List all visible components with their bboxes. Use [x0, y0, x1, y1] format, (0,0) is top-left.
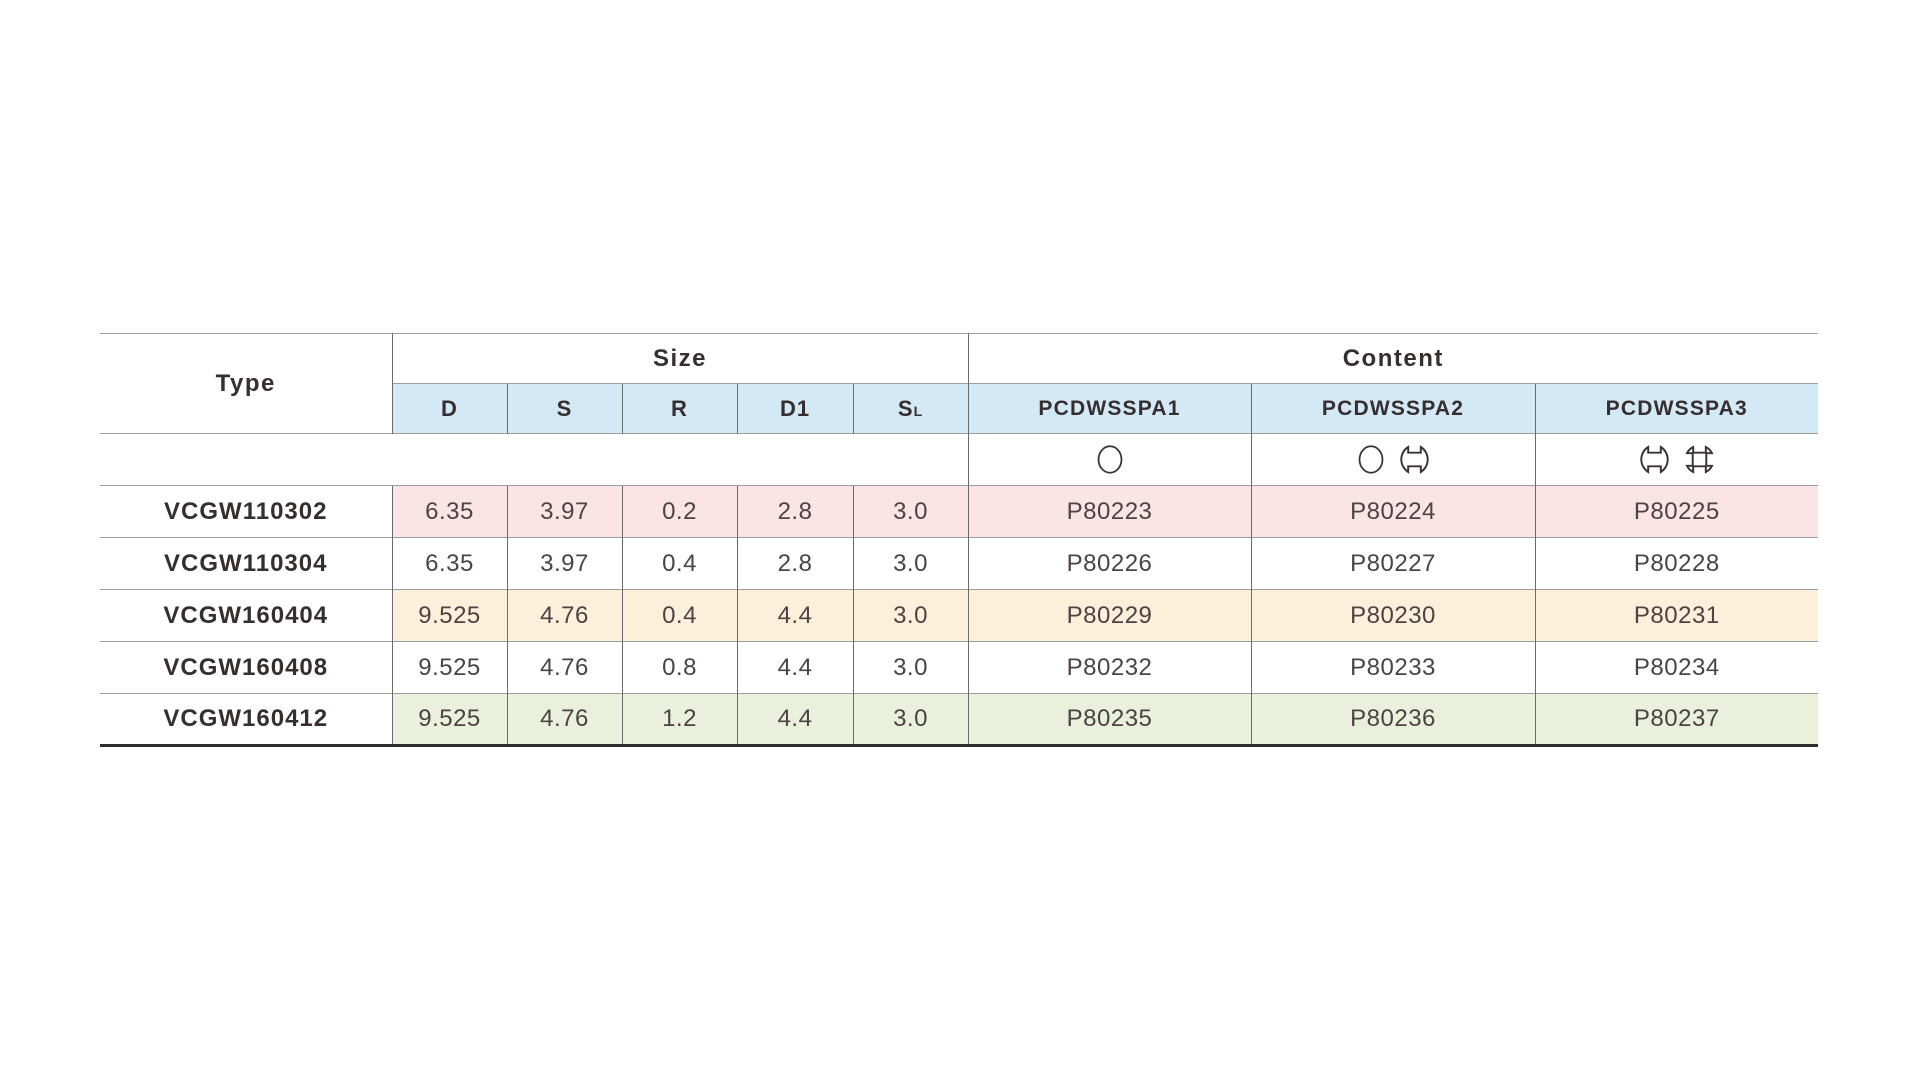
row-s-cell: 3.97 — [506, 485, 622, 538]
subheader-sl-small: L — [913, 402, 924, 419]
subheader-sl-base: S — [897, 395, 914, 421]
header-size-group: Size — [391, 333, 969, 384]
row-d1-cell: 4.4 — [736, 693, 853, 746]
row-d1-cell: 2.8 — [736, 485, 853, 538]
row-pcdwsspa1-cell: P80223 — [967, 485, 1252, 538]
row-pcdwsspa1-cell: P80232 — [967, 641, 1252, 694]
header-type: Type — [215, 369, 276, 397]
row-type-cell: VCGW160412 — [100, 693, 392, 746]
row-type-cell: VCGW110304 — [100, 537, 392, 590]
table-row: VCGW160404 9.525 4.76 0.4 4.4 3.0 P80229… — [100, 589, 1819, 642]
subheader-pcdwsspa3: PCDWSSPA3 — [1534, 383, 1819, 434]
row-sl-cell: 3.0 — [852, 693, 969, 746]
row-s-cell: 3.97 — [506, 537, 622, 590]
row-r-cell: 0.4 — [621, 589, 737, 642]
row-r-cell: 0.8 — [621, 641, 737, 694]
row-d-cell: 9.525 — [391, 693, 507, 746]
circle-notch-4-insert-icon — [1685, 445, 1714, 474]
row-pcdwsspa3-cell: P80231 — [1534, 589, 1819, 642]
row-type-cell: VCGW160404 — [100, 589, 392, 642]
row-pcdwsspa2-cell: P80224 — [1250, 485, 1536, 538]
row-r-cell: 0.4 — [621, 537, 737, 590]
row-type-cell: VCGW110302 — [100, 485, 392, 538]
table-row: VCGW160408 9.525 4.76 0.8 4.4 3.0 P80232… — [100, 641, 1819, 694]
subheader-r: R — [621, 383, 737, 434]
row-pcdwsspa3-cell: P80237 — [1534, 693, 1819, 746]
subheader-pcdwsspa1: PCDWSSPA1 — [967, 383, 1252, 434]
row-pcdwsspa1-cell: P80235 — [967, 693, 1252, 746]
row-d-cell: 9.525 — [391, 641, 507, 694]
subheader-d1: D1 — [736, 383, 853, 434]
subheader-d: D — [391, 383, 507, 434]
circle-insert-icon — [1358, 445, 1383, 474]
table-row: VCGW110304 6.35 3.97 0.4 2.8 3.0 P80226 … — [100, 537, 1819, 590]
subheader-sl: SL — [852, 383, 969, 434]
row-r-cell: 0.2 — [621, 485, 737, 538]
row-s-cell: 4.76 — [506, 693, 622, 746]
circle-notch-2-insert-icon — [1640, 445, 1669, 474]
row-pcdwsspa1-cell: P80229 — [967, 589, 1252, 642]
row-d-cell: 6.35 — [391, 537, 507, 590]
row-sl-cell: 3.0 — [852, 641, 969, 694]
row-pcdwsspa3-cell: P80225 — [1534, 485, 1819, 538]
row-sl-cell: 3.0 — [852, 537, 969, 590]
subheader-s: S — [506, 383, 622, 434]
row-pcdwsspa1-cell: P80226 — [967, 537, 1252, 590]
row-s-cell: 4.76 — [506, 589, 622, 642]
row-pcdwsspa3-cell: P80234 — [1534, 641, 1819, 694]
circle-notch-2-insert-icon — [1399, 445, 1429, 474]
row-type-cell: VCGW160408 — [100, 641, 392, 694]
icon-row-empty-cell — [100, 433, 969, 486]
insert-selection-table: Type Size Content D S R D1 SL PCDWSSPA1 … — [100, 333, 1819, 747]
row-pcdwsspa3-cell: P80228 — [1534, 537, 1819, 590]
row-sl-cell: 3.0 — [852, 589, 969, 642]
header-content-group: Content — [967, 333, 1819, 384]
row-d1-cell: 4.4 — [736, 641, 853, 694]
subheader-pcdwsspa2: PCDWSSPA2 — [1250, 383, 1536, 434]
table-row: VCGW160412 9.525 4.76 1.2 4.4 3.0 P80235… — [100, 693, 1819, 746]
row-pcdwsspa2-cell: P80236 — [1250, 693, 1536, 746]
row-d1-cell: 2.8 — [736, 537, 853, 590]
row-r-cell: 1.2 — [621, 693, 737, 746]
icon-cell-pcdwsspa2 — [1250, 433, 1536, 486]
row-d-cell: 6.35 — [391, 485, 507, 538]
row-pcdwsspa2-cell: P80230 — [1250, 589, 1536, 642]
row-s-cell: 4.76 — [506, 641, 622, 694]
icon-cell-pcdwsspa3 — [1534, 433, 1819, 486]
row-d-cell: 9.525 — [391, 589, 507, 642]
row-pcdwsspa2-cell: P80233 — [1250, 641, 1536, 694]
icon-cell-pcdwsspa1 — [967, 433, 1252, 486]
table-row: VCGW110302 6.35 3.97 0.2 2.8 3.0 P80223 … — [100, 485, 1819, 538]
row-d1-cell: 4.4 — [736, 589, 853, 642]
row-pcdwsspa2-cell: P80227 — [1250, 537, 1536, 590]
circle-insert-icon — [1097, 445, 1122, 474]
row-sl-cell: 3.0 — [852, 485, 969, 538]
